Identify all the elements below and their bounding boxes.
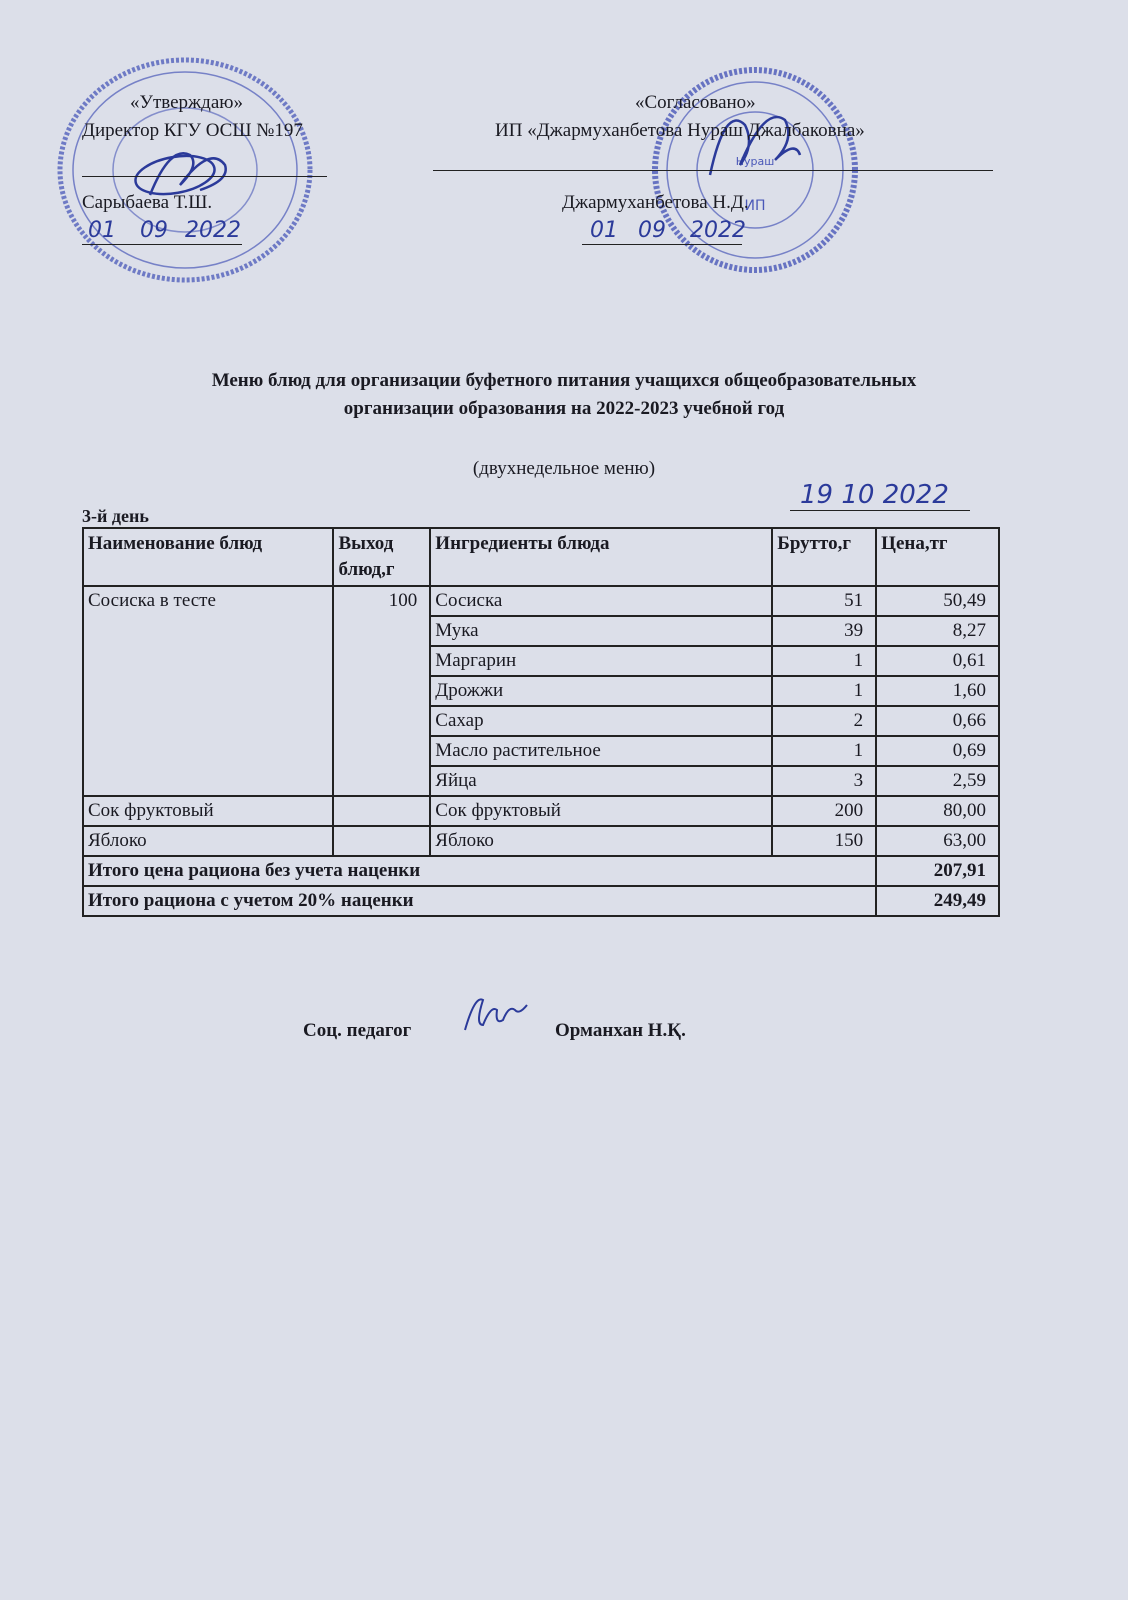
approve-date-line <box>82 244 242 245</box>
document-title-line2: организации образования на 2022-2023 уче… <box>343 398 785 419</box>
ingredient-price: 8,27 <box>875 615 1000 647</box>
document-subtitle: (двухнедельное меню) <box>472 458 656 479</box>
dish-yield <box>332 795 432 827</box>
table-header-row: Наименование блюд Выход блюд,г Ингредиен… <box>81 527 1000 587</box>
ingredient-name: Дрожжи <box>429 675 774 707</box>
ingredient-name: Сосиска <box>429 585 774 617</box>
document-title-line1: Меню блюд для организации буфетного пита… <box>211 370 917 391</box>
agree-date-year: 2022 <box>690 218 746 243</box>
header-ingredients: Ингредиенты блюда <box>429 527 774 587</box>
table-row: Мука 39 8,27 <box>83 615 1000 647</box>
menu-table: Наименование блюд Выход блюд,г Ингредиен… <box>81 527 1000 917</box>
approve-date-day: 01 <box>88 218 116 243</box>
agree-date-day: 01 <box>590 218 618 243</box>
ingredient-name: Яблоко <box>429 825 774 857</box>
ingredient-brutto: 2 <box>771 705 878 737</box>
ingredient-price: 63,00 <box>875 825 1000 857</box>
header-yield: Выход блюд,г <box>332 527 432 587</box>
agree-date-month: 09 <box>638 218 666 243</box>
ingredient-price: 0,66 <box>875 705 1000 737</box>
school-stamp <box>57 57 313 283</box>
header-brutto: Брутто,г <box>771 527 878 587</box>
ingredient-price: 0,61 <box>875 645 1000 677</box>
ingredient-name: Маргарин <box>429 645 774 677</box>
agree-org: ИП «Джармуханбетова Нураш Джалбаковна» <box>495 120 865 141</box>
ingredient-name: Сок фруктовый <box>429 795 774 827</box>
table-row: Маргарин 1 0,61 <box>83 645 1000 677</box>
approve-date-year: 2022 <box>185 218 241 243</box>
handwritten-date: 19 10 2022 <box>800 480 949 510</box>
ingredient-name: Масло растительное <box>429 735 774 767</box>
total-row: Итого цена рациона без учета наценки 207… <box>81 855 1000 887</box>
dish-name: Яблоко <box>81 825 335 857</box>
approve-date-month: 09 <box>140 218 168 243</box>
ingredient-brutto: 39 <box>771 615 878 647</box>
ingredient-brutto: 1 <box>771 735 878 767</box>
agree-title: «Согласовано» <box>635 92 756 113</box>
ingredient-brutto: 51 <box>771 585 878 617</box>
approve-name: Сарыбаева Т.Ш. <box>82 192 213 213</box>
ingredient-brutto: 3 <box>771 765 878 797</box>
table-row: Масло растительное 1 0,69 <box>83 735 1000 767</box>
header-dish: Наименование блюд <box>81 527 335 587</box>
total-label: Итого цена рациона без учета наценки <box>81 855 878 887</box>
ingredient-brutto: 200 <box>771 795 878 827</box>
ingredient-price: 1,60 <box>875 675 1000 707</box>
footer-name: Орманхан Н.Қ. <box>555 1020 686 1041</box>
ingredient-price: 0,69 <box>875 735 1000 767</box>
ingredient-name: Яйца <box>429 765 774 797</box>
dish-name: Сосиска в тесте <box>81 585 335 797</box>
approve-signature-line <box>82 176 327 177</box>
total-value: 207,91 <box>875 855 1000 887</box>
table-row: Яблоко Яблоко 150 63,00 <box>81 825 1000 857</box>
ingredient-brutto: 150 <box>771 825 878 857</box>
total-markup-value: 249,49 <box>875 885 1000 917</box>
ingredient-price: 50,49 <box>875 585 1000 617</box>
approve-position: Директор КГУ ОСШ №197 <box>82 120 303 141</box>
total-markup-label: Итого рациона с учетом 20% наценки <box>81 885 878 917</box>
handwritten-date-line <box>790 510 970 511</box>
svg-text:ИП: ИП <box>745 198 766 214</box>
ingredient-brutto: 1 <box>771 675 878 707</box>
agree-date-line <box>582 244 742 245</box>
total-markup-row: Итого рациона с учетом 20% наценки 249,4… <box>81 885 1000 917</box>
day-label: 3-й день <box>82 506 149 526</box>
agree-signature-line <box>433 170 993 171</box>
dish-yield: 100 <box>332 585 432 797</box>
ingredient-name: Мука <box>429 615 774 647</box>
dish-yield <box>332 825 432 857</box>
ingredient-name: Сахар <box>429 705 774 737</box>
agree-name: Джармуханбетова Н.Д. <box>562 192 749 213</box>
approve-title: «Утверждаю» <box>130 92 243 113</box>
footer-role: Соц. педагог <box>303 1020 412 1041</box>
table-row: Дрожжи 1 1,60 <box>83 675 1000 707</box>
table-row: Яйца 3 2,59 <box>83 765 1000 797</box>
footer-signature <box>464 998 528 1031</box>
table-row: Сахар 2 0,66 <box>83 705 1000 737</box>
table-row: Сосиска в тесте 100 Сосиска 51 50,49 <box>81 585 1000 797</box>
ingredient-price: 2,59 <box>875 765 1000 797</box>
table-row: Сок фруктовый Сок фруктовый 200 80,00 <box>81 795 1000 827</box>
ingredient-price: 80,00 <box>875 795 1000 827</box>
ingredient-brutto: 1 <box>771 645 878 677</box>
dish-name: Сок фруктовый <box>81 795 335 827</box>
header-price: Цена,тг <box>875 527 1000 587</box>
